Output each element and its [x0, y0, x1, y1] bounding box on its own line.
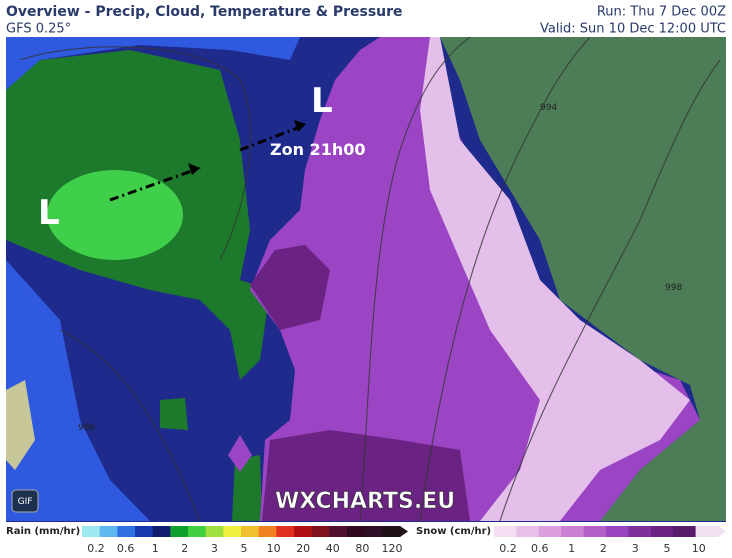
gif-button[interactable]: GIF: [11, 489, 39, 513]
snow-tick-label: 10: [692, 542, 706, 555]
map: 994 998 986 L L Zon 21h00 WXCHARTS.EU GI…: [6, 37, 726, 522]
green-area: [160, 398, 262, 521]
arrowhead: [188, 163, 200, 175]
rain-swatch: [241, 526, 260, 537]
rain-swatch: [152, 526, 171, 537]
title: Overview - Precip, Cloud, Temperature & …: [6, 4, 403, 20]
snow-tick-label: 0.2: [499, 542, 517, 555]
snow-tick-label: 3: [632, 542, 639, 555]
rain-swatch: [364, 526, 383, 537]
snow-swatch: [606, 526, 629, 537]
model: GFS 0.25°: [6, 22, 71, 37]
rain-swatch: [347, 526, 366, 537]
snow-tick-label: 0.6: [531, 542, 549, 555]
watermark: WXCHARTS.EU: [275, 489, 455, 514]
gif-button-box[interactable]: [11, 489, 39, 513]
rain-swatch: [188, 526, 207, 537]
rain-swatch: [170, 526, 189, 537]
rain-tick-label: 1: [152, 542, 159, 555]
rain-swatch: [329, 526, 348, 537]
low-pressure: L: [38, 193, 60, 233]
rain-swatch: [223, 526, 242, 537]
rain-swatch: [205, 526, 224, 537]
snow-swatch: [628, 526, 652, 537]
snow-swatch: [673, 526, 697, 537]
rain-tick-label: 80: [355, 542, 369, 555]
run-time: Run: Thu 7 Dec 00Z: [597, 5, 726, 20]
rain-tick-label: 0.2: [87, 542, 105, 555]
rain-legend-title: Rain (mm/hr): [6, 526, 80, 537]
rain-tick-label: 120: [382, 542, 403, 555]
rain-tick-label: 40: [326, 542, 340, 555]
snow-legend-title: Snow (cm/hr): [416, 526, 491, 537]
snow-swatch: [494, 526, 517, 537]
snow-tick-label: 1: [568, 542, 575, 555]
rain-tick-label: 10: [267, 542, 281, 555]
blue-area: [6, 37, 300, 521]
track-arrow: [239, 123, 306, 152]
heavy-snow-area: [250, 245, 470, 521]
annotation: Zon 21h00: [270, 140, 365, 159]
snow-spot: [228, 435, 252, 472]
rain-tick-label: 3: [211, 542, 218, 555]
rain-tick-label: 5: [241, 542, 248, 555]
snow-tick-label: 5: [664, 542, 671, 555]
isobar-label: 994: [540, 103, 557, 113]
valid-time: Valid: Sun 10 Dec 12:00 UTC: [540, 22, 726, 37]
rain-swatch: [382, 526, 401, 537]
track-arrow: [109, 166, 201, 202]
snow-swatch: [516, 526, 540, 537]
snow-swatch: [695, 526, 719, 537]
rain-swatch: [311, 526, 330, 537]
rain-swatch: [258, 526, 277, 537]
rain-swatch: [135, 526, 154, 537]
snow-swatch: [561, 526, 585, 537]
light-snow-area: [420, 37, 690, 521]
rain-tick-label: 2: [181, 542, 188, 555]
rain-swatch: [82, 526, 101, 537]
gif-button-label[interactable]: GIF: [18, 497, 33, 507]
snow-swatch-arrow: [718, 526, 726, 537]
isobar-label: 998: [665, 283, 682, 293]
rain-swatch-arrow: [400, 526, 408, 537]
rain-swatch: [99, 526, 118, 537]
snow-swatch: [583, 526, 607, 537]
low-pressure: L: [311, 81, 333, 121]
land: [6, 380, 35, 470]
rain-swatch: [117, 526, 136, 537]
rain-swatch: [276, 526, 295, 537]
rain-tick-label: 0.6: [117, 542, 135, 555]
snow-swatch: [650, 526, 674, 537]
legend: Rain (mm/hr) Snow (cm/hr) 0.2 0.6 1 2 3 5 10 20…: [6, 526, 726, 555]
cloud-area: [440, 37, 726, 521]
rain-tick-label: 20: [296, 542, 310, 555]
light-green-area: [47, 170, 183, 260]
snow-swatch: [538, 526, 562, 537]
arrowhead: [294, 120, 306, 132]
rain-swatch: [294, 526, 313, 537]
isobar-label: 986: [78, 423, 95, 433]
snow-tick-label: 2: [600, 542, 607, 555]
